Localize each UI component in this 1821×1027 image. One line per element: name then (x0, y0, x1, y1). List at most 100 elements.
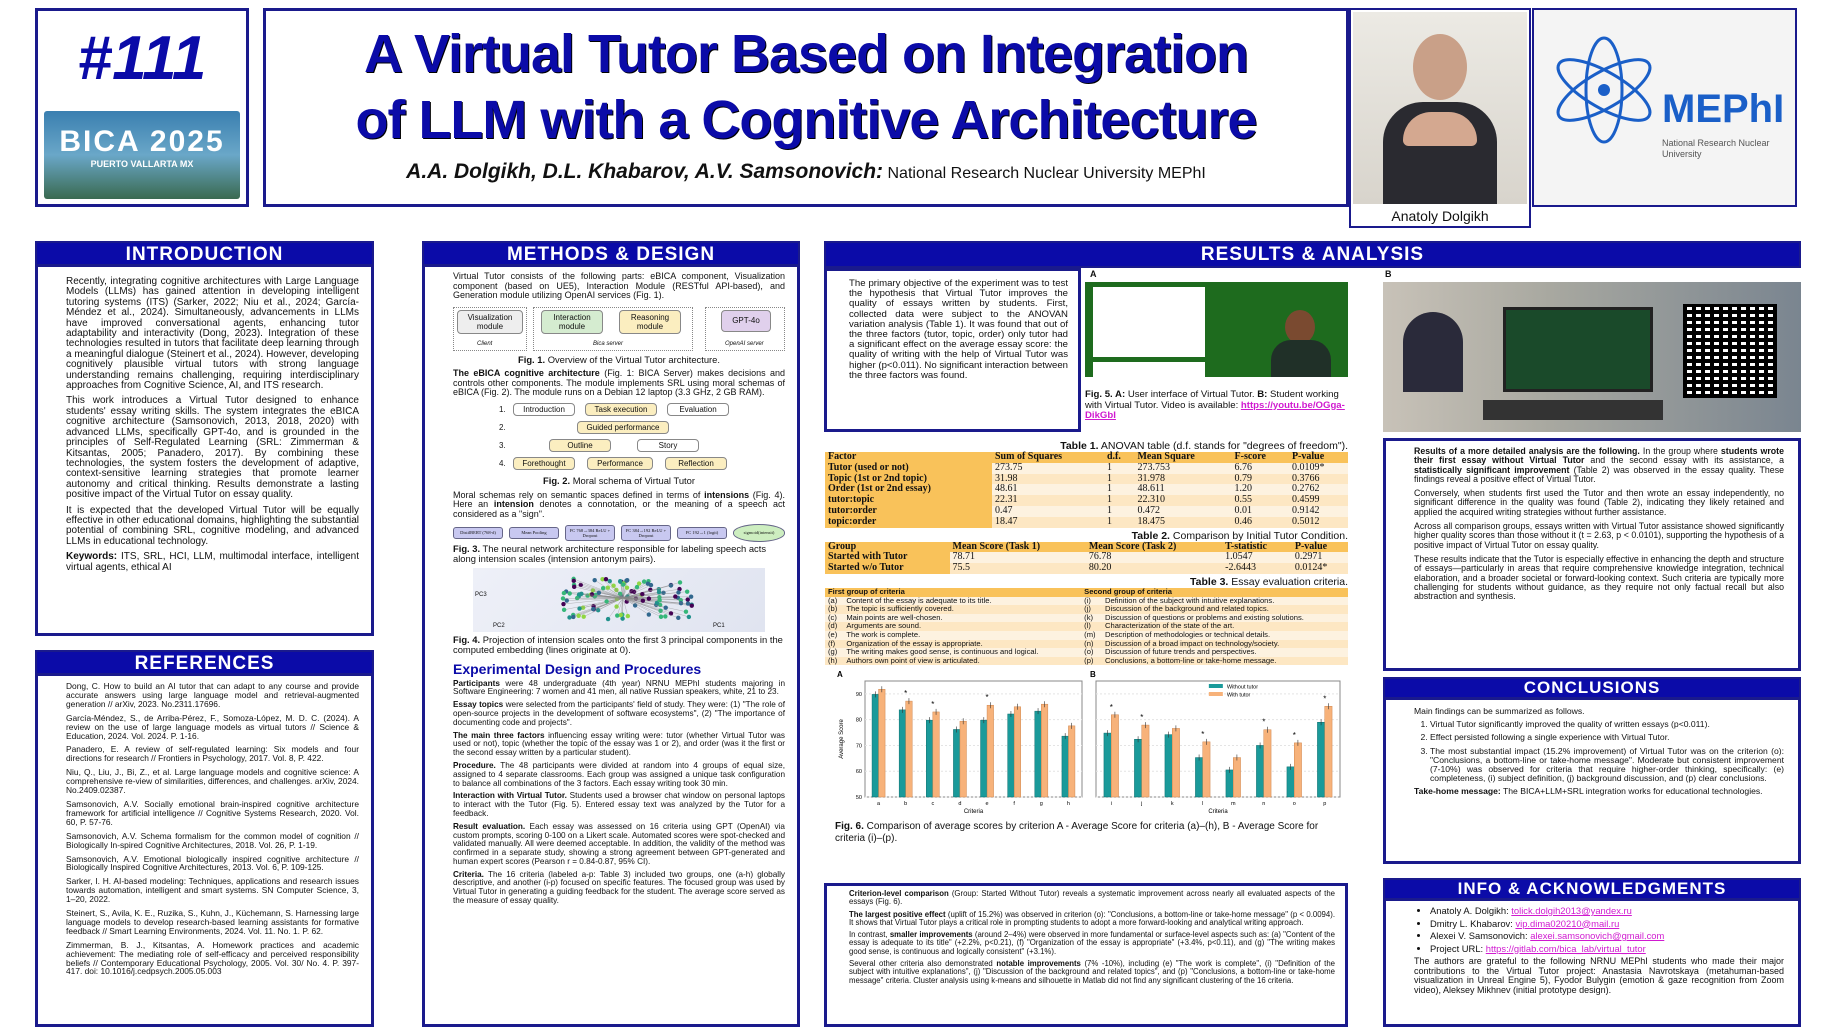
bar-without-tutor-k (1165, 735, 1172, 797)
visualization-module-node: Visualization module (457, 310, 523, 334)
poster-title: A Virtual Tutor Based on Integration of … (266, 21, 1346, 153)
bar-without-tutor-e (981, 720, 988, 797)
contact-link[interactable]: alexei.samsonovich@gmail.com (1530, 930, 1664, 941)
contact-link[interactable]: tolick.dolgih2013@yandex.ru (1511, 905, 1632, 916)
significance-star: * (1293, 731, 1296, 740)
x-axis-label: Criteria (964, 809, 984, 815)
bar-without-tutor-g (1035, 711, 1042, 797)
conclusions-list: Virtual Tutor significantly improved the… (1414, 720, 1784, 783)
fig1-caption: Fig. 1. Overview of the Virtual Tutor ar… (453, 355, 785, 366)
references-list: Dong, C. How to build an AI tutor that c… (66, 682, 359, 976)
methods-paragraph: Interaction with Virtual Tutor. Students… (453, 792, 785, 818)
results-paragraph: These results indicate that the Tutor is… (1414, 555, 1784, 601)
results-heading: RESULTS & ANALYSIS (824, 241, 1801, 268)
panel-label: A (837, 670, 843, 679)
legend-swatch (1209, 684, 1223, 688)
pca-point (592, 577, 596, 581)
pca-point (635, 584, 639, 588)
methods-paragraph: Procedure. The 48 participants were divi… (453, 762, 785, 788)
pca-point (597, 590, 601, 594)
author-photo (1353, 12, 1527, 204)
pca-point (577, 606, 581, 610)
bar-with-tutor-j (1142, 725, 1149, 797)
pca-point (661, 590, 665, 594)
network-layer-node: FC 768→384 ReLU + Dropout (565, 525, 615, 541)
keywords: Keywords: ITS, SRL, HCI, LLM, multimodal… (66, 552, 359, 573)
contact-link[interactable]: https://gitlab.com/bica_lab/virtual_tuto… (1486, 943, 1646, 954)
contact-link[interactable]: vip.dima020210@mail.ru (1515, 918, 1619, 929)
fig5b-student-photo (1383, 282, 1801, 432)
bar-with-tutor-f (1014, 707, 1021, 797)
pca-point (561, 601, 565, 605)
significance-star: * (931, 700, 934, 709)
reference-item: Sarker, I. H. AI-based modeling: Techniq… (66, 877, 359, 904)
mephi-logo-text: MEPhI (1662, 86, 1784, 132)
legend-label: With tutor (1227, 693, 1251, 699)
x-tick-label: i (1111, 801, 1112, 807)
results-paragraph: In contrast, smaller improvements (aroun… (849, 931, 1335, 956)
contact-item: Dmitry L. Khabarov: vip.dima020210@mail.… (1430, 918, 1784, 931)
results-paragraph: Criterion-level comparison (Group: Start… (849, 890, 1335, 907)
plot-area (865, 681, 1082, 797)
experimental-design-heading: Experimental Design and Procedures (453, 661, 785, 677)
pca-point (641, 598, 645, 602)
pca-point (615, 613, 619, 617)
title-box: A Virtual Tutor Based on Integration of … (263, 8, 1349, 207)
pca-point (571, 614, 575, 618)
pca-point (642, 579, 646, 583)
reference-item: Zimmerman, B. J., Kitsantas, A. Homework… (66, 941, 359, 977)
bar-without-tutor-a (872, 695, 879, 798)
x-tick-label: g (1040, 801, 1043, 807)
pca-point (640, 591, 644, 595)
pca-point (647, 596, 651, 600)
x-axis-label: Criteria (1208, 809, 1228, 815)
contact-item: Anatoly A. Dolgikh: tolick.dolgih2013@ya… (1430, 905, 1784, 918)
legend-label: Without tutor (1227, 685, 1258, 691)
pca-point (561, 596, 565, 600)
bar-with-tutor-m (1233, 758, 1240, 797)
pca-point (565, 598, 569, 602)
network-layer-node: sigmoid(intensit) (733, 524, 785, 541)
reference-item: Samsonovich, A.V. Socially emotional bra… (66, 800, 359, 827)
bar-with-tutor-d (960, 722, 967, 798)
pca-point (562, 607, 566, 611)
pca-point (678, 580, 682, 584)
pca-point (621, 582, 625, 586)
x-tick-label: o (1293, 801, 1296, 807)
pca-point (647, 612, 651, 616)
photo-caption: Anatoly Dolgikh (1351, 207, 1529, 225)
contact-list: Anatoly A. Dolgikh: tolick.dolgih2013@ya… (1414, 905, 1784, 955)
pca-point (618, 579, 622, 583)
bar-with-tutor-i (1111, 715, 1118, 797)
reference-item: Panadero, E. A review of self-regulated … (66, 745, 359, 763)
mephi-logo-box: MEPhI National Research Nuclear Universi… (1532, 8, 1797, 207)
methods-paragraph: Result evaluation. Each essay was assess… (453, 823, 785, 867)
poster-number-box: #111 BICA 2025 PUERTO VALLARTA MX (35, 8, 249, 207)
network-layer-node: FC 192→1 (logit) (677, 527, 727, 538)
introduction-text: Recently, integrating cognitive architec… (66, 277, 359, 573)
bar-without-tutor-o (1287, 767, 1294, 797)
bar-without-tutor-n (1256, 746, 1263, 798)
bar-without-tutor-m (1226, 770, 1233, 797)
interaction-module-node: Interaction module (541, 310, 603, 334)
bar-with-tutor-p (1325, 707, 1332, 798)
reference-item: Steinert, S., Avila, K. E., Ruzika, S., … (66, 909, 359, 936)
fig5-caption: Fig. 5. A: User interface of Virtual Tut… (1085, 390, 1348, 422)
pca-point (582, 614, 586, 618)
qr-code[interactable] (1683, 304, 1777, 398)
bar-with-tutor-h (1068, 726, 1075, 797)
pca-point (608, 579, 612, 583)
bica-logo: BICA 2025 PUERTO VALLARTA MX (44, 111, 240, 199)
bar-without-tutor-h (1062, 736, 1069, 797)
pca-point (572, 584, 576, 588)
x-tick-label: n (1262, 801, 1265, 807)
x-tick-label: c (931, 801, 934, 807)
fig2-moral-schema: 1. 2. 3. 4. Introduction Task execution … (453, 402, 785, 474)
table1-caption: Table 1. ANOVAN table (d.f. stands for "… (825, 440, 1348, 452)
conclusions-heading: CONCLUSIONS (1383, 677, 1801, 699)
bar-without-tutor-i (1104, 733, 1111, 797)
pca-point (649, 582, 653, 586)
fig3-caption: Fig. 3. The neural network architecture … (453, 544, 785, 565)
